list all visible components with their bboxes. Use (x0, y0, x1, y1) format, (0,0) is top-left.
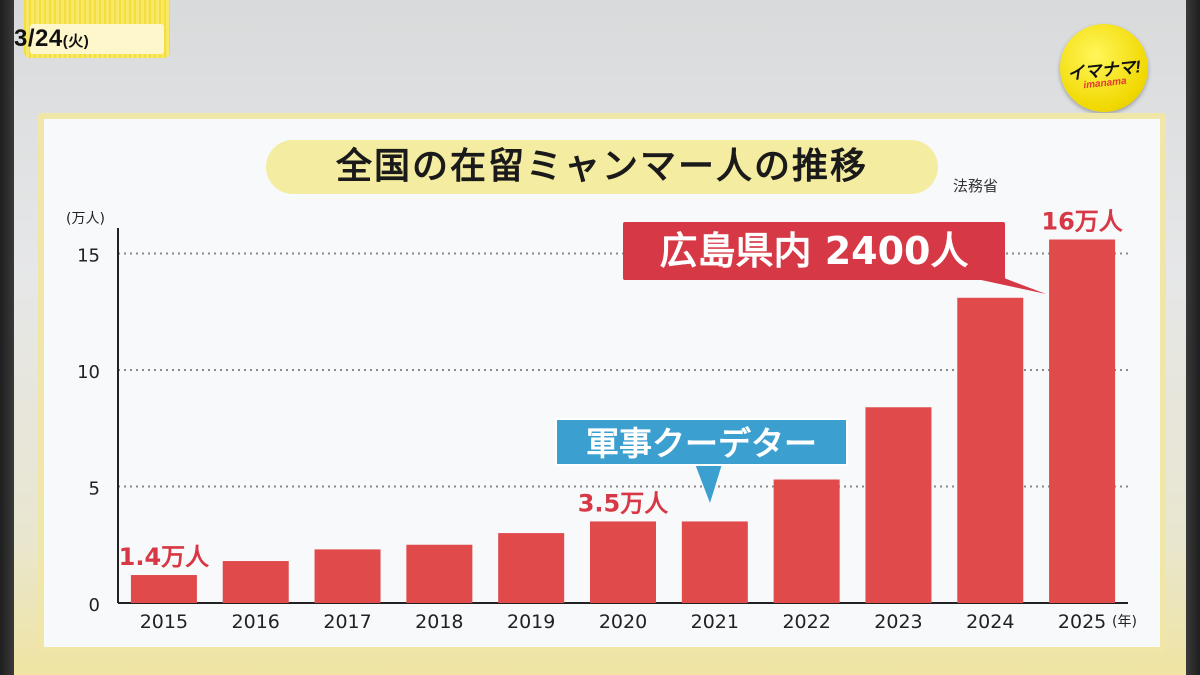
coup-callout: 軍事クーデター (555, 418, 848, 466)
date-badge (24, 0, 170, 58)
chart-source: 法務省 (953, 177, 999, 195)
y-tick-label: 10 (77, 362, 100, 383)
data-label-2025: 16万人 (1041, 208, 1122, 236)
x-tick-label: 2020 (599, 611, 647, 633)
date-label: 3/24(火) (14, 25, 89, 53)
bar-2023 (865, 407, 932, 603)
date-value: 3/24 (14, 25, 63, 52)
data-label-2015: 1.4万人 (119, 543, 210, 571)
x-tick-label: 2015 (140, 611, 188, 633)
bar-2018 (406, 544, 473, 603)
data-label-2020: 3.5万人 (578, 489, 669, 517)
y-tick-label: 5 (89, 479, 100, 500)
hiroshima-callout-pointer (972, 278, 1046, 294)
bar-2015 (130, 575, 197, 603)
x-tick-label: 2024 (966, 611, 1014, 633)
x-axis-unit: (年) (1112, 614, 1137, 630)
hiroshima-callout: 広島県内 2400人 (623, 222, 1005, 280)
bar-2020 (590, 521, 656, 603)
screen-bezel-left (0, 0, 14, 675)
bar-2022 (773, 479, 840, 603)
y-tick-label: 15 (77, 246, 100, 267)
coup-callout-pointer (695, 464, 722, 503)
x-tick-label: 2023 (874, 611, 922, 633)
screen-bezel-right (1186, 0, 1200, 675)
x-tick-label: 2017 (323, 611, 371, 633)
x-tick-label: 2022 (782, 611, 830, 633)
program-logo (1060, 24, 1148, 112)
bar-2024 (957, 297, 1024, 603)
x-tick-label: 2019 (507, 611, 555, 633)
bar-2017 (314, 549, 381, 603)
x-tick-label: 2025 (1058, 611, 1106, 633)
bar-2021 (681, 521, 748, 603)
y-axis-unit: (万人) (66, 211, 105, 227)
bar-2019 (498, 533, 565, 603)
x-tick-label: 2021 (691, 611, 739, 633)
x-tick-label: 2018 (415, 611, 463, 633)
y-tick-label: 0 (89, 595, 100, 616)
chart-title: 全国の在留ミャンマー人の推移 (335, 146, 868, 187)
weekday-value: (火) (62, 33, 90, 50)
title-pill (266, 140, 938, 194)
bar-2016 (222, 561, 289, 603)
x-tick-label: 2016 (232, 611, 280, 633)
bar-2025 (1049, 239, 1116, 603)
